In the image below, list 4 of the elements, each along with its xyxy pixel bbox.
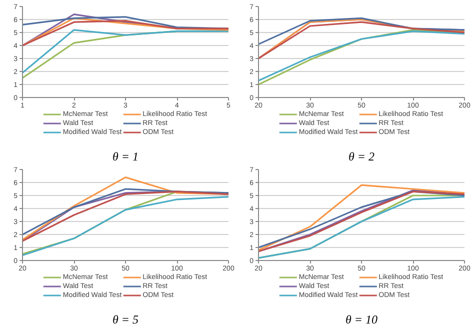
text: θ = 1 <box>112 150 139 164</box>
text: θ = 10 <box>346 312 378 326</box>
text: θ = 2 <box>348 150 375 164</box>
text: θ = 5 <box>112 312 139 326</box>
